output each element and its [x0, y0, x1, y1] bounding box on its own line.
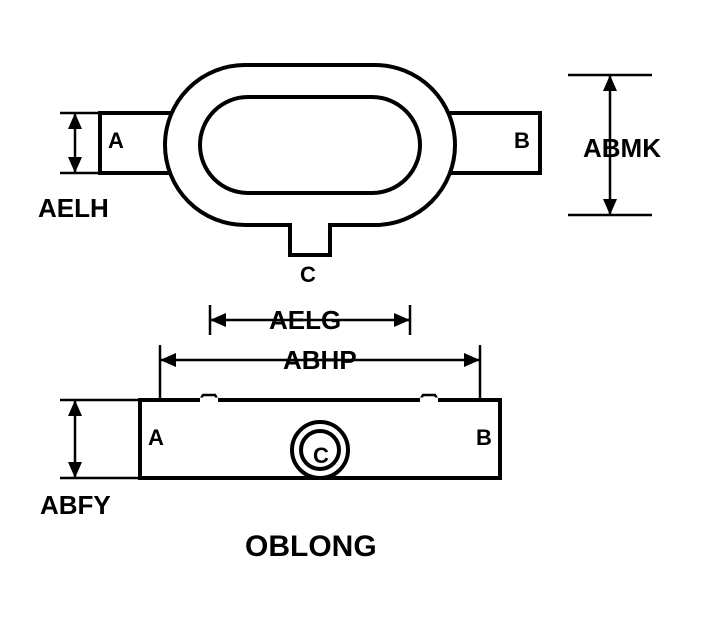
arrowhead-icon: [68, 113, 82, 129]
arrowhead-icon: [68, 400, 82, 416]
dim-ABFY-label: ABFY: [40, 490, 111, 521]
label-B-front: B: [476, 425, 492, 451]
label-B-top: B: [514, 128, 530, 154]
arrowhead-icon: [394, 313, 410, 327]
arrowhead-icon: [160, 353, 176, 367]
label-C-top: C: [300, 262, 316, 288]
label-A-front: A: [148, 425, 164, 451]
arrowhead-icon: [210, 313, 226, 327]
diagram-title: OBLONG: [245, 530, 377, 564]
dim-ABHP-label: ABHP: [283, 345, 357, 376]
dim-ABMK-label: ABMK: [583, 133, 661, 164]
arrowhead-icon: [68, 462, 82, 478]
arrowhead-icon: [603, 75, 617, 91]
dim-AELH-label: AELH: [38, 193, 109, 224]
dim-AELG-label: AELG: [269, 305, 341, 336]
label-C-front: C: [313, 443, 329, 469]
arrowhead-icon: [68, 157, 82, 173]
arrowhead-icon: [464, 353, 480, 367]
label-A-top: A: [108, 128, 124, 154]
c-port-stub: [290, 225, 330, 255]
arrowhead-icon: [603, 199, 617, 215]
oblong-inner: [200, 97, 420, 193]
